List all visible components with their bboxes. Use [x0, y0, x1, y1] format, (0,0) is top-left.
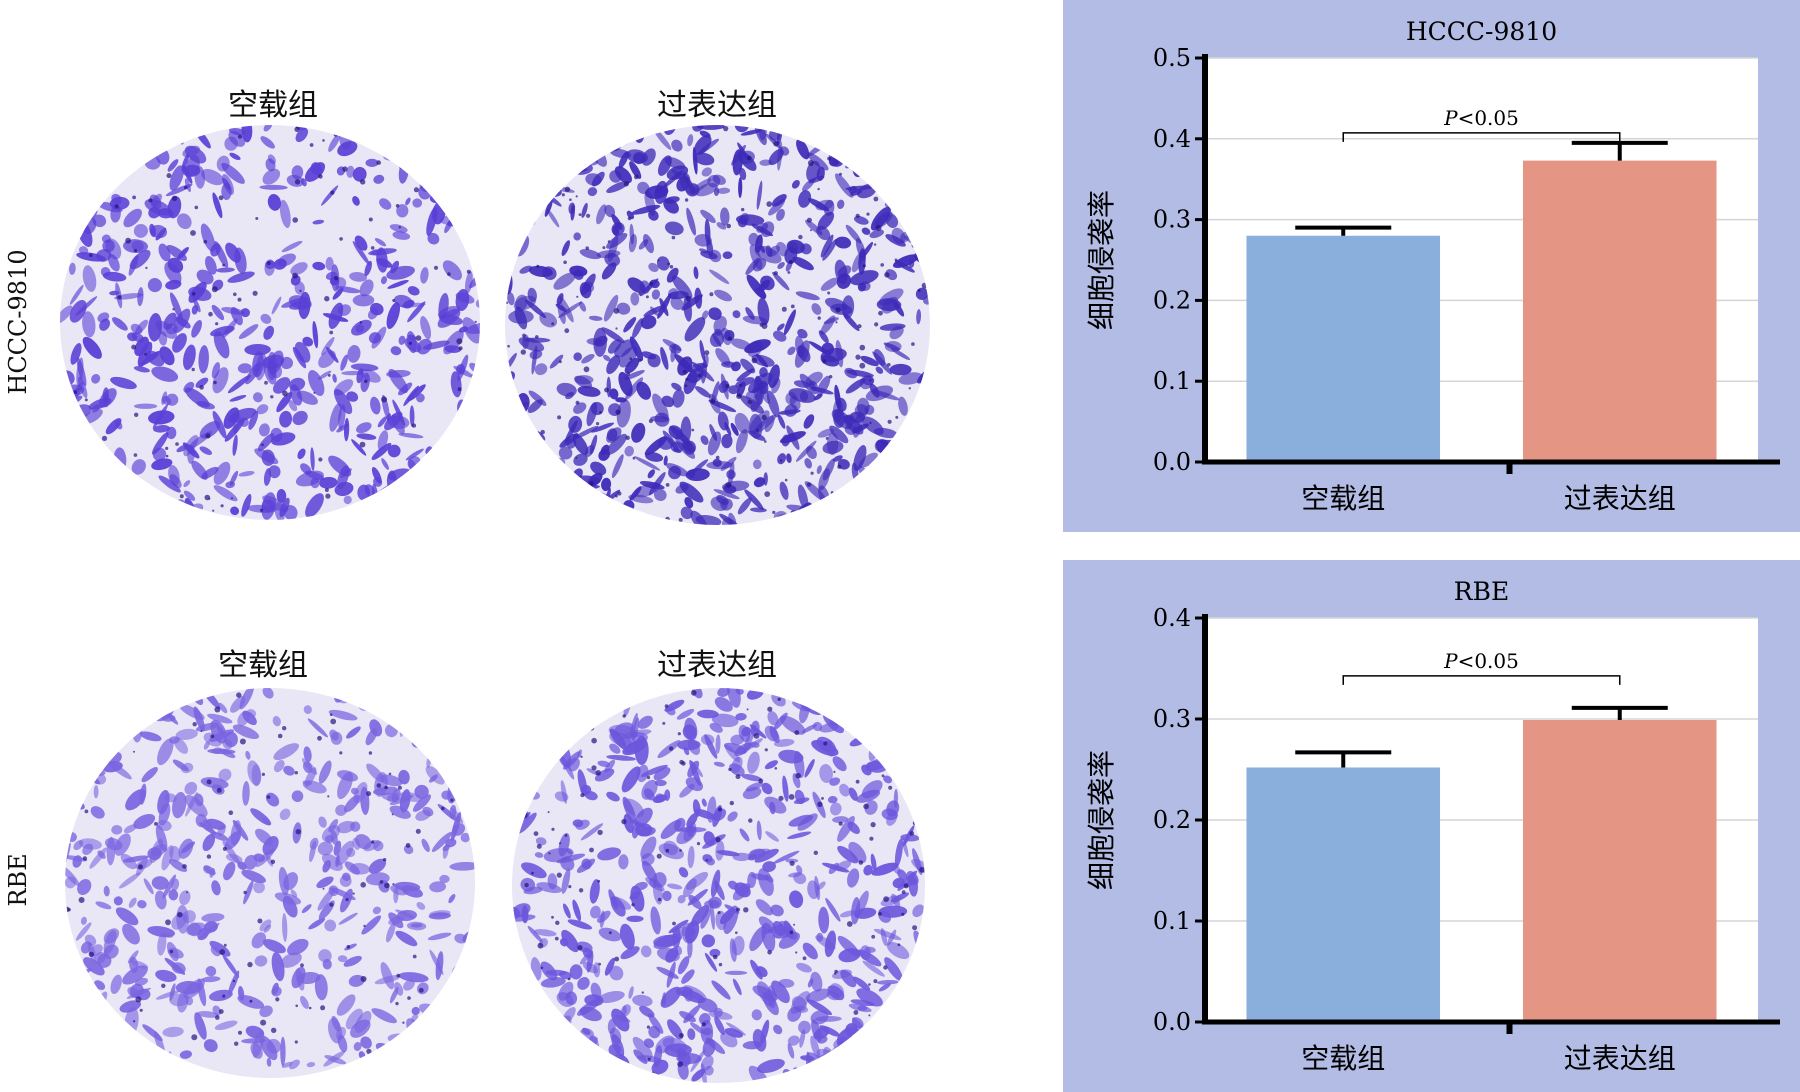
y-tick-label: 0.5 — [1153, 44, 1191, 72]
y-tick-label: 0.2 — [1153, 286, 1191, 314]
micrograph-rbe-empty-vector — [65, 688, 475, 1078]
y-tick-label: 0.3 — [1153, 705, 1191, 733]
significance-label: P<0.05 — [1443, 106, 1519, 130]
y-tick-label: 0.1 — [1153, 907, 1191, 935]
micrograph-hccc-empty-vector — [60, 125, 480, 520]
x-tick-label: 空载组 — [1301, 1042, 1385, 1075]
significance-bracket — [1342, 675, 1621, 685]
x-tick-label: 空载组 — [1301, 482, 1385, 515]
x-tick-label: 过表达组 — [1564, 482, 1676, 515]
bar — [1246, 235, 1441, 462]
y-tick-label: 0.3 — [1153, 206, 1191, 234]
significance-bracket — [1342, 132, 1621, 142]
y-tick-label: 0.0 — [1153, 1008, 1191, 1036]
significance-label: P<0.05 — [1443, 649, 1519, 673]
y-tick-label: 0.4 — [1153, 125, 1191, 153]
col-label-empty-vector-top: 空载组 — [228, 88, 318, 123]
y-tick-label: 0.2 — [1153, 806, 1191, 834]
col-label-overexpression-bottom: 过表达组 — [657, 648, 777, 683]
y-tick-label: 0.4 — [1153, 604, 1191, 632]
col-label-empty-vector-bottom: 空载组 — [218, 648, 308, 683]
chart-panel-hccc: HCCC-9810 0.0 0.1 0.2 0.3 0.4 0.5 细胞侵袭率空载组 过表达组 P… — [1063, 0, 1800, 532]
x-tick-label: 过表达组 — [1564, 1042, 1676, 1075]
bar — [1246, 767, 1441, 1022]
y-tick-label: 0.0 — [1153, 448, 1191, 476]
row-label-rbe: RBE — [4, 853, 32, 907]
bar — [1522, 160, 1717, 462]
micrograph-hccc-overexpression — [505, 125, 930, 525]
y-axis-label: 细胞侵袭率 — [1085, 750, 1118, 890]
col-label-overexpression-top: 过表达组 — [657, 88, 777, 123]
row-label-hccc: HCCC-9810 — [4, 249, 32, 395]
micrograph-rbe-overexpression — [512, 688, 925, 1083]
chart-panel-rbe: RBE 0.0 0.1 0.2 0.3 0.4 细胞侵袭率空载组 过表达组 P<0.05 — [1063, 560, 1800, 1092]
y-axis-label: 细胞侵袭率 — [1085, 190, 1118, 330]
y-tick-label: 0.1 — [1153, 367, 1191, 395]
bar — [1522, 720, 1717, 1022]
chart-title: HCCC-9810 — [1406, 17, 1557, 46]
chart-title: RBE — [1454, 577, 1509, 606]
